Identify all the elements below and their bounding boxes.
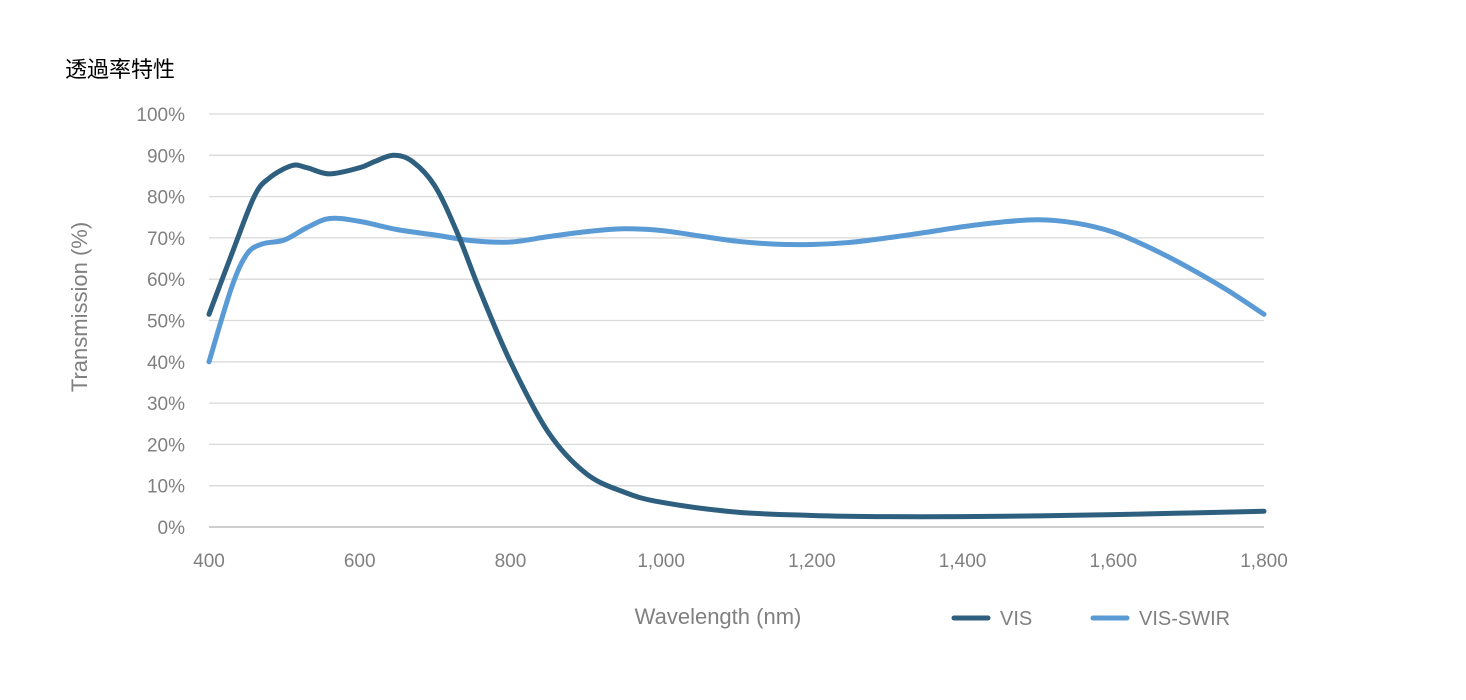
legend-label-vis: VIS bbox=[1000, 608, 1032, 630]
series-lines bbox=[206, 152, 1267, 520]
y-tick-label: 60% bbox=[147, 270, 185, 291]
series-line-vis-swir bbox=[206, 215, 1267, 365]
x-tick-label: 1,400 bbox=[939, 551, 987, 572]
x-tick-label: 600 bbox=[344, 551, 376, 572]
y-axis-title: Transmission (%) bbox=[67, 222, 92, 392]
y-tick-label: 100% bbox=[136, 105, 185, 126]
y-tick-label: 50% bbox=[147, 312, 185, 333]
axis-labels: 0% 10% 20% 30% 40% 50% 60% 70% 80% 90% 100% 400 600 8… bbox=[67, 105, 1288, 629]
y-tick-label: 90% bbox=[147, 146, 185, 167]
x-tick-label: 400 bbox=[193, 551, 225, 572]
x-tick-label: 1,800 bbox=[1240, 551, 1288, 572]
x-axis-title: Wavelength (nm) bbox=[635, 604, 802, 629]
legend-label-vis-swir: VIS-SWIR bbox=[1139, 608, 1230, 630]
gridlines bbox=[209, 113, 1264, 487]
x-tick-label: 1,000 bbox=[637, 551, 685, 572]
y-tick-label: 40% bbox=[147, 353, 185, 374]
y-tick-label: 30% bbox=[147, 394, 185, 415]
x-tick-label: 1,600 bbox=[1090, 551, 1138, 572]
y-tick-label: 0% bbox=[158, 518, 186, 539]
series-line-vis bbox=[206, 152, 1267, 520]
x-tick-label: 1,200 bbox=[788, 551, 836, 572]
x-tick-label: 800 bbox=[495, 551, 527, 572]
y-tick-label: 10% bbox=[147, 477, 185, 498]
y-tick-label: 20% bbox=[147, 435, 185, 456]
chart-title: 透過率特性 bbox=[65, 58, 176, 83]
legend: VIS VIS-SWIR bbox=[951, 608, 1230, 630]
y-tick-label: 80% bbox=[147, 188, 185, 209]
y-tick-label: 70% bbox=[147, 229, 185, 250]
